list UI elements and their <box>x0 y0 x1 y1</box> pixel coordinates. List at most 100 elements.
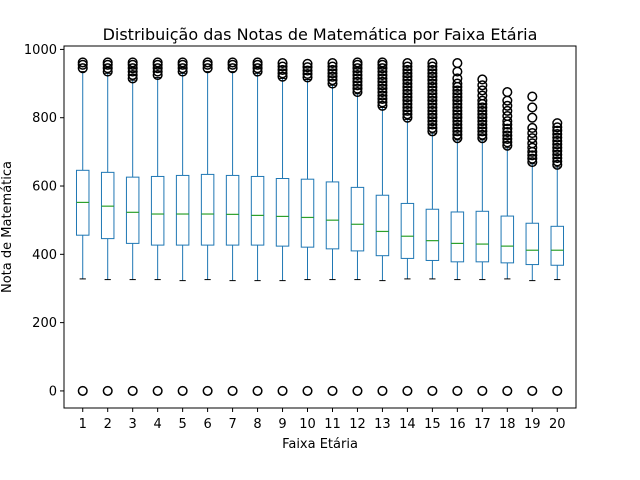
flier-point <box>277 385 288 396</box>
box-iqr <box>525 222 540 266</box>
flier-point <box>427 122 438 134</box>
flier-point <box>377 76 388 87</box>
flier-point <box>377 90 388 101</box>
x-tick-label: 20 <box>549 417 566 432</box>
box-group <box>100 57 115 396</box>
x-axis-title: Faixa Etária <box>282 437 358 452</box>
flier-point <box>427 61 438 72</box>
y-tick-label: 0 <box>49 384 57 399</box>
box-iqr <box>200 173 215 246</box>
flier-point <box>552 139 563 150</box>
flier-point <box>427 71 438 82</box>
flier-point <box>402 88 413 99</box>
flier-point <box>452 385 463 396</box>
flier-point <box>452 129 463 140</box>
flier-point <box>377 385 388 396</box>
flier-point <box>477 80 488 91</box>
x-tick-label: 16 <box>449 417 466 432</box>
flier-point <box>377 73 388 84</box>
flier-point <box>152 385 163 396</box>
flier-point <box>302 62 313 73</box>
flier-point <box>552 159 563 170</box>
box-iqr <box>125 176 140 244</box>
flier-point <box>277 71 288 82</box>
box-group <box>125 57 140 396</box>
flier-point <box>227 57 238 68</box>
flier-point <box>552 142 563 153</box>
flier-point <box>152 63 163 74</box>
flier-point <box>177 385 188 396</box>
flier-point <box>477 105 488 116</box>
x-tick-label: 2 <box>104 417 112 432</box>
flier-point <box>427 385 438 396</box>
x-tick-label: 8 <box>253 417 261 432</box>
flier-point <box>477 102 488 113</box>
box-group <box>200 57 215 396</box>
flier-point <box>477 116 488 127</box>
flier-point <box>102 385 113 396</box>
flier-point <box>252 57 263 68</box>
flier-point <box>452 58 463 69</box>
box-group <box>275 58 290 396</box>
flier-point <box>502 100 513 111</box>
flier-point <box>527 142 538 153</box>
flier-point <box>302 72 313 83</box>
flier-point <box>477 112 488 123</box>
flier-point <box>427 95 438 106</box>
flier-point <box>402 75 413 86</box>
x-tick-label: 4 <box>154 417 162 432</box>
flier-point <box>427 64 438 75</box>
flier-point <box>477 95 488 106</box>
flier-point <box>427 109 438 120</box>
flier-point <box>402 68 413 79</box>
flier-point <box>252 63 263 74</box>
flier-point <box>452 122 463 134</box>
flier-point <box>352 69 363 81</box>
y-tick-label: 400 <box>32 248 57 263</box>
y-axis-title: Nota de Matemática <box>0 161 15 293</box>
box-iqr <box>350 186 365 252</box>
flier-point <box>227 385 238 396</box>
flier-point <box>177 57 188 68</box>
flier-point <box>377 93 388 104</box>
flier-point <box>302 65 313 76</box>
flier-point <box>427 116 438 127</box>
x-tick-label: 9 <box>278 417 286 432</box>
flier-point <box>527 385 538 396</box>
flier-point <box>402 102 413 113</box>
chart-title: Distribuição das Notas de Matemática por… <box>103 25 538 44</box>
flier-point <box>552 149 563 160</box>
flier-point <box>402 112 413 123</box>
flier-point <box>327 64 338 75</box>
flier-point <box>477 133 488 144</box>
x-tick-label: 18 <box>499 417 516 432</box>
box-group <box>325 58 340 396</box>
flier-point <box>527 102 538 113</box>
box-iqr <box>250 175 265 246</box>
flier-point <box>252 385 263 396</box>
flier-point <box>402 64 413 75</box>
flier-point <box>452 116 463 127</box>
y-tick-label: 800 <box>32 111 57 126</box>
box-group <box>300 58 315 396</box>
flier-point <box>527 112 538 123</box>
flier-point <box>452 85 463 96</box>
flier-point <box>302 68 313 80</box>
flier-point <box>402 385 413 396</box>
flier-point <box>127 73 138 84</box>
box-group <box>175 57 190 396</box>
flier-point <box>502 130 513 141</box>
flier-point <box>202 385 213 396</box>
flier-point <box>502 110 513 122</box>
flier-point <box>427 88 438 99</box>
flier-point <box>552 385 563 396</box>
flier-point <box>127 385 138 396</box>
flier-point <box>327 58 338 69</box>
box-iqr <box>300 178 315 248</box>
flier-point <box>552 122 563 133</box>
box-iqr <box>150 175 165 246</box>
x-tick-label: 5 <box>178 417 186 432</box>
flier-point <box>402 61 413 72</box>
axes-frame <box>63 45 577 409</box>
